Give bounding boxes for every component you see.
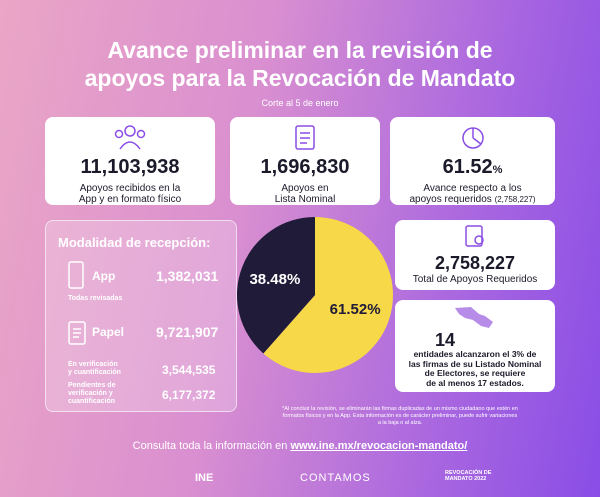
row-label: cuantificación xyxy=(68,398,116,405)
card: 11,103,938 Apoyos recibidos en la App y e… xyxy=(45,117,215,205)
row-label: En verificación xyxy=(68,361,118,368)
card-text: de al menos 17 estados. xyxy=(426,377,524,388)
icon xyxy=(461,127,484,149)
title: Avance preliminar en la revisión de apoy… xyxy=(0,36,600,92)
pie-chart: 61.52% 38.48% xyxy=(237,217,393,373)
panel-title: Modalidad de recepción: xyxy=(58,235,211,250)
logo: REVOCACIÓN DE MANDATO 2022 xyxy=(445,470,492,482)
card-text: las firmas de su Listado Nominal xyxy=(408,358,542,369)
card-number: 2,758,227 xyxy=(434,253,516,273)
row-value: 6,177,372 xyxy=(162,388,216,402)
app-label: App xyxy=(92,269,116,283)
title-line: Avance preliminar en la revisión de xyxy=(107,37,493,63)
subtitle: Corte al 5 de enero xyxy=(261,98,339,108)
paper-label: Papel xyxy=(92,325,125,339)
app-value: 1,382,031 xyxy=(156,268,219,284)
card: 1,696,830 Apoyos en Lista Nominal xyxy=(230,117,380,205)
reception-panel: Modalidad de recepción: App 1,382,031 To… xyxy=(45,220,237,412)
card-text: de Electores, se requiere xyxy=(424,368,526,378)
row-label: y cuantificación xyxy=(68,369,121,376)
footer-url[interactable]: www.ine.mx/revocacion-mandato/ xyxy=(290,440,468,452)
map-icon xyxy=(455,307,493,328)
card-text: Avance respecto a los xyxy=(423,183,522,194)
card-text: Apoyos recibidos en la xyxy=(79,183,181,194)
icon xyxy=(295,125,315,150)
logo: INE xyxy=(195,472,214,484)
card-number: 11,103,938 xyxy=(80,156,180,178)
pie-slice xyxy=(237,217,315,354)
footnote: formatos físicos y en la App. Esta infor… xyxy=(282,413,518,419)
footer-text: Consulta toda la información en xyxy=(132,440,288,452)
row-value: 3,544,535 xyxy=(162,363,216,377)
card: 14 entidades alcanzaron el 3% de las firm… xyxy=(395,300,555,392)
row-label: Pendientes de xyxy=(68,382,116,389)
card-number: 61.52 xyxy=(442,156,493,178)
pie-label: 38.48% xyxy=(249,271,300,288)
title-line: apoyos para la Revocación de Mandato xyxy=(84,65,516,91)
card-text: apoyos requeridos xyxy=(409,194,492,205)
card-number: 1,696,830 xyxy=(260,156,350,178)
footnote: *Al concluir la revisión, se eliminarán … xyxy=(282,406,518,412)
logo: CONTAMOS xyxy=(300,472,371,484)
icon xyxy=(68,261,84,289)
footer: Consulta toda la información en www.ine.… xyxy=(0,440,600,452)
row-label: verificación y xyxy=(68,390,113,397)
icon xyxy=(114,125,146,150)
paper-value: 9,721,907 xyxy=(156,324,219,340)
card-text: entidades alcanzaron el 3% de xyxy=(413,349,537,359)
footnote: a la baja o al alza. xyxy=(377,420,423,426)
card-number: 14 xyxy=(435,330,456,350)
app-note: Todas revisadas xyxy=(68,295,123,302)
icon xyxy=(465,225,484,247)
card-unit: % xyxy=(492,164,503,176)
pie-label: 61.52% xyxy=(330,301,381,318)
card: 2,758,227 Total de Apoyos Requeridos xyxy=(395,220,555,290)
card: 61.52% Avance respecto a los apoyos reque… xyxy=(390,117,555,205)
card-text: Lista Nominal xyxy=(274,194,336,205)
icon xyxy=(68,321,86,345)
card-text: Apoyos en xyxy=(281,183,329,194)
pie-slice xyxy=(263,217,393,373)
card-text: Total de Apoyos Requeridos xyxy=(412,274,538,285)
card-text: App y en formato físico xyxy=(78,194,182,205)
card-note: (2,758,227) xyxy=(494,195,536,204)
